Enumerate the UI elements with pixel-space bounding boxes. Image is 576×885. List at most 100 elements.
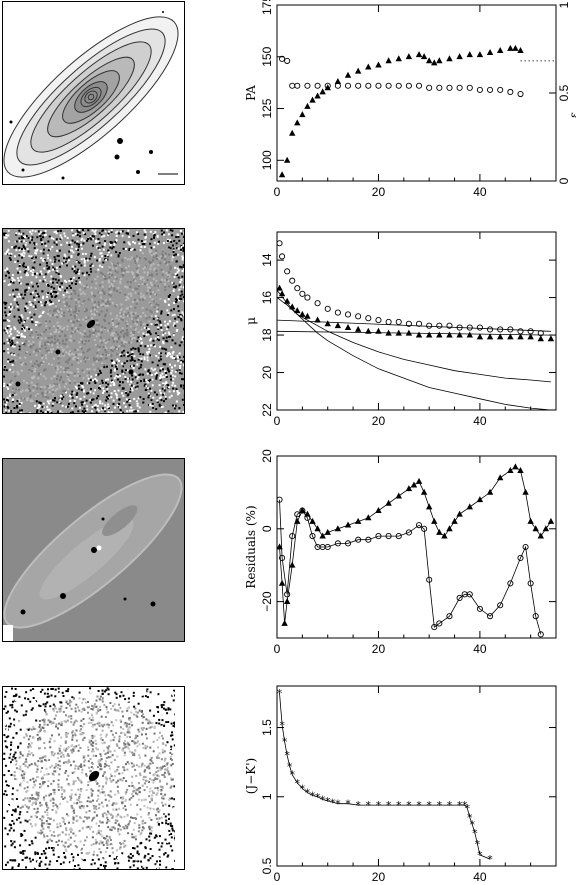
data-point [294, 119, 301, 126]
data-point [415, 51, 423, 58]
data-point [436, 322, 443, 329]
chart-panel-4: 0 20 400.511.5(J−K')******* * * * * * * * * * * * * * * *… [244, 685, 557, 884]
data-point [276, 543, 283, 550]
y-axis-label: (J−K') [244, 758, 258, 795]
data-point [436, 57, 443, 64]
y-tick-label: 14 [260, 253, 274, 267]
series-5 [276, 319, 551, 332]
data-point: * [305, 787, 311, 800]
data-point: * [396, 799, 402, 812]
data-point [517, 554, 524, 561]
data-point [284, 268, 291, 275]
data-point [319, 88, 326, 95]
series-1 [276, 240, 544, 337]
y-axis-label: μ [244, 317, 258, 325]
data-point: * [315, 791, 321, 804]
data-point: * [355, 799, 361, 812]
series-6 [276, 330, 551, 336]
data-point [507, 44, 514, 51]
series-1: ******* * * * * * * * * * * * * * * * * * * * * ******* * [277, 687, 494, 866]
y-tick-label: 150 [260, 46, 274, 66]
data-point [309, 96, 316, 103]
series-line [279, 692, 491, 860]
data-point [365, 63, 372, 70]
data-point [314, 525, 321, 532]
x-tick-label: 40 [473, 870, 487, 884]
data-point [334, 540, 341, 547]
data-point [431, 624, 438, 631]
y-axis-label: PA [244, 85, 258, 101]
data-point [456, 53, 463, 60]
data-point [304, 312, 311, 319]
data-point [512, 463, 519, 470]
data-point [276, 496, 283, 503]
series-3 [276, 289, 551, 411]
data-point [304, 82, 311, 89]
data-point [466, 84, 473, 91]
data-point [497, 46, 504, 53]
data-point: * [284, 749, 290, 762]
data-point [355, 313, 362, 320]
y-tick-label: 0 [260, 525, 274, 532]
data-point [294, 285, 301, 292]
data-point [289, 129, 296, 136]
data-point [299, 290, 306, 297]
y-tick-label: 175 [260, 0, 274, 15]
data-point: * [345, 798, 351, 811]
y-tick-label: 1.5 [260, 719, 274, 736]
series-line [279, 499, 542, 635]
y-tick-label: 0.5 [260, 857, 274, 874]
data-point [385, 499, 392, 506]
data-point [497, 602, 504, 609]
data-point [497, 333, 504, 340]
data-point [410, 481, 418, 488]
data-point [497, 474, 504, 481]
data-point [476, 605, 483, 612]
data-point [365, 514, 372, 521]
x-tick-label: 20 [372, 185, 386, 199]
color-map-drawing [3, 687, 184, 869]
data-point [476, 86, 483, 93]
data-point [451, 517, 458, 524]
series-2 [279, 55, 524, 98]
data-point: * [300, 782, 306, 795]
data-point [476, 496, 484, 503]
data-point [517, 333, 524, 340]
data-point [507, 580, 514, 587]
y-tick-label: 18 [260, 328, 274, 342]
series-2 [276, 496, 544, 638]
data-point [415, 522, 423, 529]
isophote-contour-image [2, 1, 185, 185]
data-point [405, 53, 413, 60]
data-point [405, 320, 412, 327]
data-point [375, 327, 382, 334]
data-point [431, 59, 438, 66]
data-point [324, 84, 331, 91]
data-point [466, 51, 473, 58]
data-point [334, 322, 342, 329]
data-point: * [282, 735, 288, 748]
data-point [517, 466, 524, 473]
data-point [446, 322, 453, 329]
data-point [421, 525, 428, 532]
data-point [375, 317, 382, 324]
data-point [276, 284, 283, 291]
contour-drawing [3, 2, 184, 184]
data-point [436, 331, 443, 338]
data-point [324, 305, 331, 312]
data-point [420, 53, 428, 60]
data-point [283, 598, 291, 604]
y2-tick-label: 1 [557, 1, 571, 8]
data-point [466, 331, 473, 338]
data-point [289, 533, 296, 540]
data-point [456, 84, 463, 91]
data-point: * [416, 799, 422, 812]
data-point [527, 517, 534, 524]
y-tick-label: 125 [260, 98, 274, 118]
data-point [314, 300, 321, 307]
data-point [334, 82, 341, 89]
data-point [375, 507, 382, 513]
x-tick-label: 40 [473, 642, 487, 656]
data-point [507, 333, 514, 340]
data-point: * [287, 760, 293, 773]
